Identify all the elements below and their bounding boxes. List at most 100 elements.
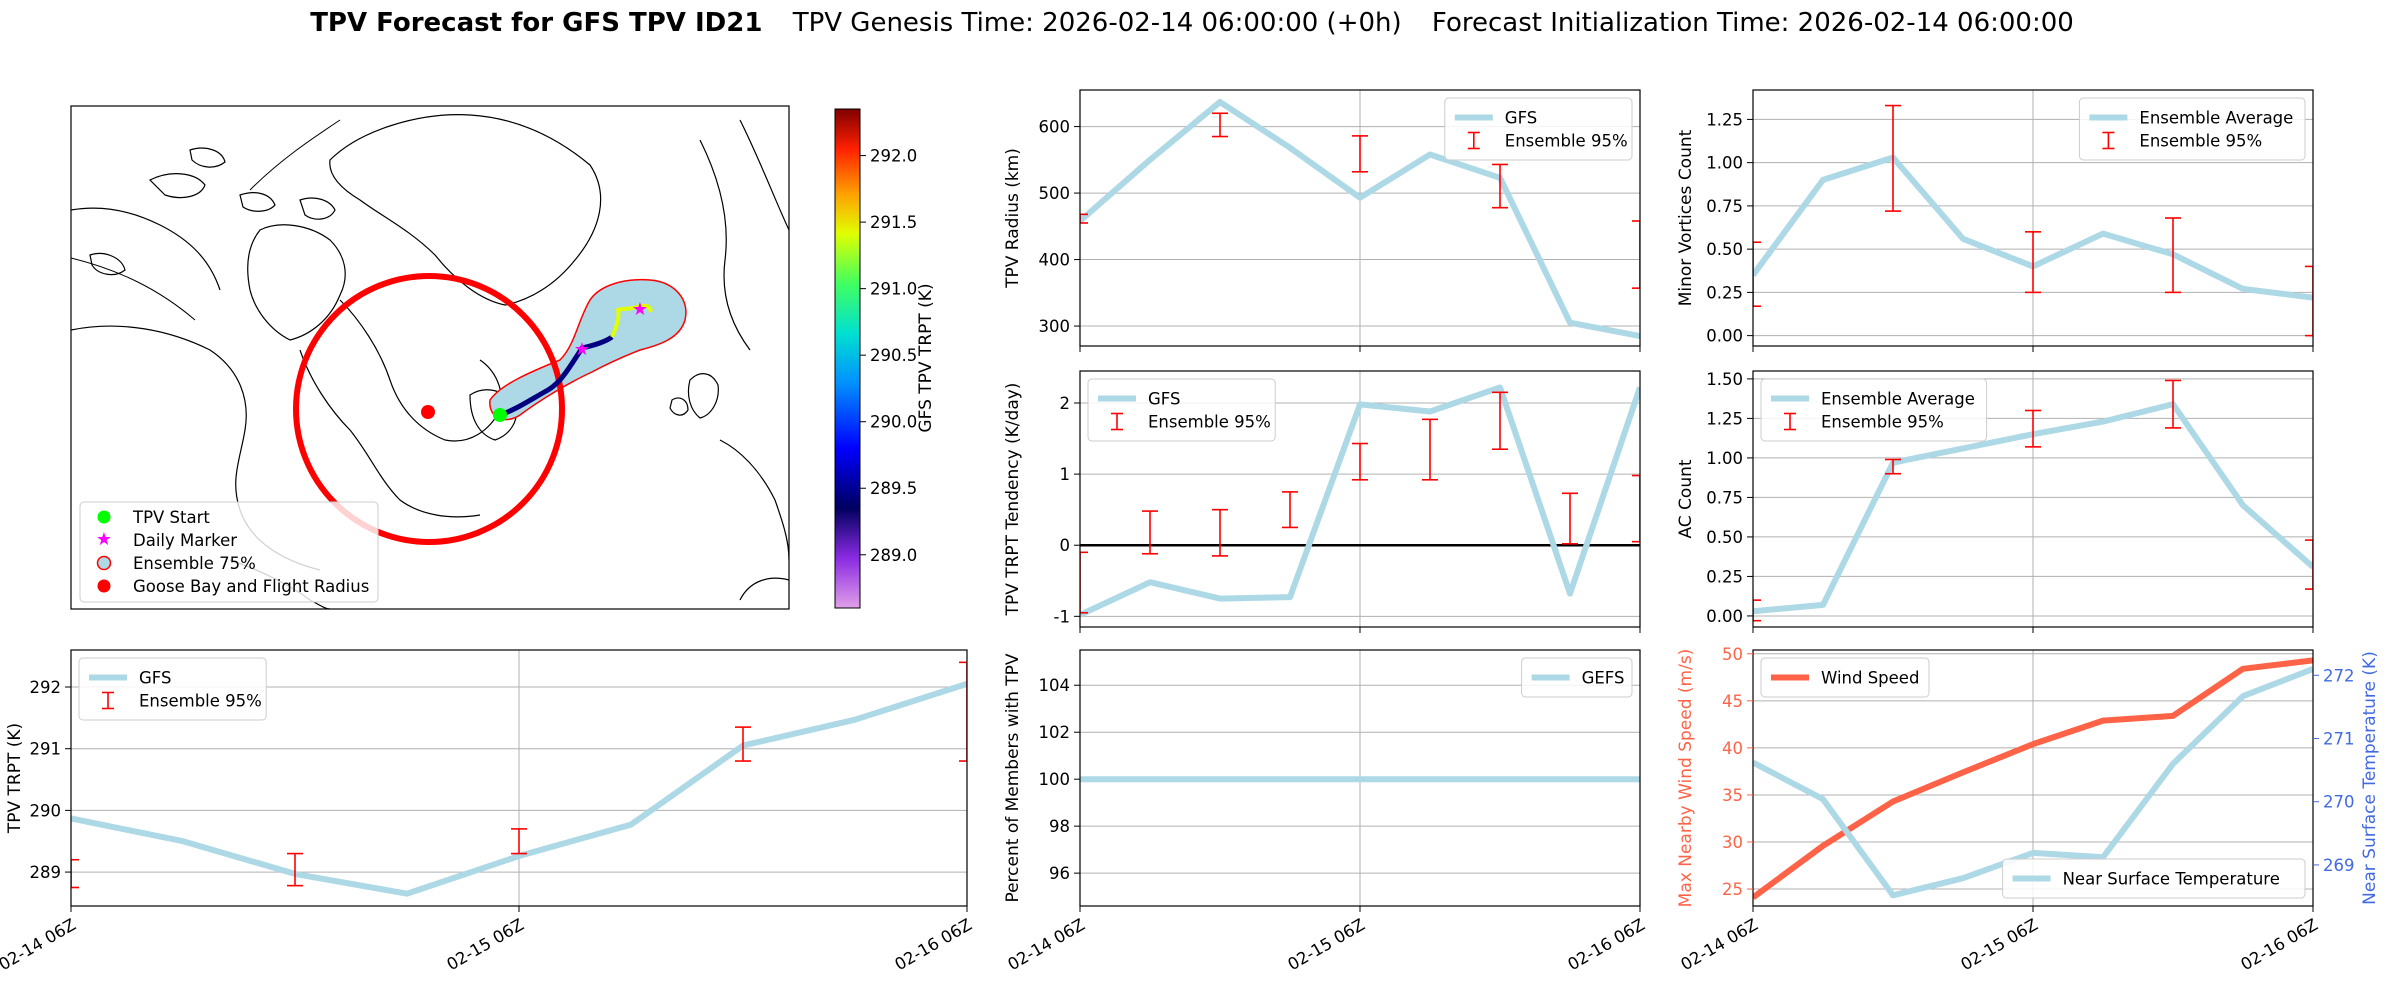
y-tick-label: 600 — [1039, 118, 1071, 137]
legend: Wind Speed — [1760, 657, 1930, 698]
y-tick-label: 0.00 — [1706, 327, 1743, 346]
legend-frame — [1760, 657, 1930, 698]
legend-label: Ensemble Average — [1821, 390, 1975, 409]
map-legend: TPV Start ★ Daily Marker Ensemble 75% Go… — [79, 501, 379, 603]
legend-frame — [1521, 657, 1633, 698]
chart-ac: 0.00 0.25 0.50 0.75 1.00 1.25 1.50 AC Count Ense… — [1676, 370, 2314, 633]
legend-label: Ensemble 95% — [2139, 132, 2262, 151]
y-axis-label: Percent of Members with TPV — [1003, 653, 1023, 902]
y-tick-label: 1.25 — [1706, 110, 1743, 129]
y-tick-label: 400 — [1039, 251, 1071, 270]
y-axis-label: TPV Radius (km) — [1003, 148, 1023, 289]
colorbar-tick-label: 291.5 — [870, 213, 917, 232]
ensemble-75-region — [489, 278, 687, 421]
legend: GFS Ensemble 95% — [78, 657, 267, 721]
y-tick-label: 1.50 — [1706, 370, 1743, 389]
plot-area — [1753, 104, 2313, 337]
track-map: ★ ★ TPV Start ★ Daily Marker Ensemble 75… — [70, 105, 936, 610]
y-tick-label: 1.25 — [1706, 409, 1743, 428]
plot-area — [1753, 379, 2313, 622]
colorbar-tick-label: 289.0 — [870, 546, 917, 565]
y-right-tick-label: 271 — [2323, 729, 2355, 748]
y-tick-label: 0.75 — [1706, 197, 1743, 216]
legend: Ensemble Average Ensemble 95% — [1760, 378, 1988, 442]
y-tick-label: 30 — [1722, 833, 1743, 852]
chart-minor: 0.00 0.25 0.50 0.75 1.00 1.25 Minor Vortices C… — [1676, 89, 2314, 352]
flight-radius-circle — [293, 273, 565, 545]
y-tick-label: 96 — [1049, 864, 1070, 883]
y-axis-label: TPV TRPT (K) — [5, 723, 25, 834]
legend-label: Wind Speed — [1821, 669, 1919, 688]
map-coastlines — [71, 114, 789, 609]
y-tick-label: 98 — [1049, 817, 1070, 836]
y-tick-label: 292 — [30, 678, 62, 697]
colorbar-tick-label: 290.0 — [870, 413, 917, 432]
plot-area — [1753, 657, 2313, 900]
colorbar-tick-label: 292.0 — [870, 147, 917, 166]
legend-goose-label: Goose Bay and Flight Radius — [133, 577, 369, 596]
legend-daily-icon: ★ — [96, 529, 112, 550]
legend: Near Surface Temperature — [2002, 858, 2306, 899]
legend: Ensemble Average Ensemble 95% — [2078, 97, 2306, 161]
y-tick-label: 25 — [1722, 880, 1743, 899]
plot-area — [1080, 99, 1640, 339]
y-tick-label: 40 — [1722, 739, 1743, 758]
legend-label: Ensemble 95% — [1505, 132, 1628, 151]
y-tick-label: 1.00 — [1706, 154, 1743, 173]
y-tick-label: 289 — [30, 863, 62, 882]
series-line-radius-0 — [1080, 99, 1640, 339]
chart-tendency: -1 0 1 2 TPV TRPT Tendency (K/day) GFS Ensembl… — [1003, 370, 1641, 633]
legend-label: Ensemble Average — [2139, 109, 2293, 128]
y-tick-label: 0.75 — [1706, 488, 1743, 507]
legend-daily-label: Daily Marker — [133, 531, 237, 550]
y-right-tick-label: 270 — [2323, 793, 2355, 812]
tpv-track — [499, 334, 614, 418]
colorbar-ticks: 292.0 291.5 291.0 290.5 290.0 289.5 289.0 — [860, 147, 917, 565]
y-tick-label: 102 — [1039, 723, 1071, 742]
colorbar-bar — [834, 108, 861, 609]
colorbar-tick-label: 290.5 — [870, 346, 917, 365]
y-axis-label: Max Nearby Wind Speed (m/s) — [1676, 649, 1696, 908]
legend-label: Ensemble 95% — [139, 692, 262, 711]
legend-label: Near Surface Temperature — [2063, 870, 2280, 889]
colorbar-tick-label: 291.0 — [870, 280, 917, 299]
colorbar: 292.0 291.5 291.0 290.5 290.0 289.5 289.0 GFS … — [834, 108, 936, 609]
y-tick-label: 0.00 — [1706, 607, 1743, 626]
legend-frame — [1087, 378, 1276, 442]
y-tick-label: -1 — [1054, 607, 1070, 626]
y-right-tick-label: 272 — [2323, 666, 2355, 685]
y-tick-label: 291 — [30, 740, 62, 759]
legend-frame — [1760, 378, 1988, 442]
legend-start-icon — [97, 510, 111, 524]
y-tick-label: 100 — [1039, 770, 1071, 789]
tpv-track-late — [610, 303, 653, 338]
y-tick-label: 0 — [1060, 536, 1071, 555]
y-right-axis-label: Near Surface Temperature (K) — [2360, 651, 2380, 905]
y-tick-label: 1.00 — [1706, 449, 1743, 468]
legend-label: GFS — [139, 669, 171, 688]
legend: GFS Ensemble 95% — [1444, 97, 1633, 161]
legend: GEFS — [1521, 657, 1633, 698]
y-right-tick-label: 269 — [2323, 856, 2355, 875]
legend-ens75-icon — [96, 555, 112, 571]
y-axis-label: AC Count — [1676, 459, 1696, 538]
title-init: Forecast Initialization Time: 2026-02-14… — [1432, 8, 2074, 38]
plot-area — [71, 661, 967, 897]
y-axis-label: Minor Vortices Count — [1676, 129, 1696, 306]
map-frame — [70, 105, 790, 610]
legend-frame — [1444, 97, 1633, 161]
y-tick-label: 0.50 — [1706, 240, 1743, 259]
series-line-tendency-0 — [1080, 384, 1640, 618]
y-tick-label: 1 — [1060, 465, 1071, 484]
legend-frame — [78, 657, 267, 721]
series-line-trpt-0 — [71, 681, 967, 897]
y-tick-label: 45 — [1722, 692, 1743, 711]
tpv-start-marker — [493, 408, 507, 422]
y-tick-label: 2 — [1060, 394, 1071, 413]
daily-marker: ★ — [632, 299, 648, 320]
daily-marker: ★ — [574, 339, 590, 360]
legend-frame — [2078, 97, 2306, 161]
y-tick-label: 290 — [30, 801, 62, 820]
legend-frame — [2002, 858, 2306, 899]
